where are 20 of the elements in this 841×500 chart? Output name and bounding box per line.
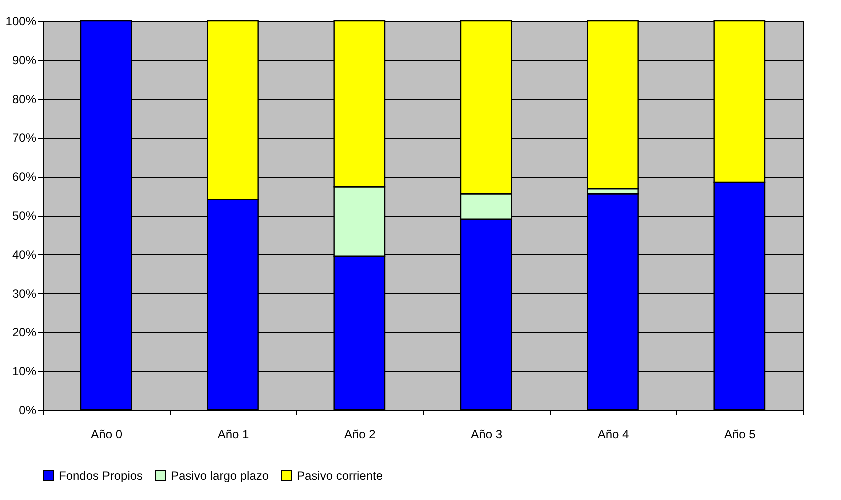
y-tick-label: 60% (12, 170, 37, 184)
legend-label: Pasivo largo plazo (171, 469, 270, 483)
x-tick-label: Año 3 (471, 428, 503, 442)
y-tick-label: 20% (12, 326, 37, 340)
x-tick-label: Año 4 (598, 428, 630, 442)
y-tick-label: 0% (19, 404, 37, 418)
x-tick-label: Año 2 (344, 428, 376, 442)
y-tick-label: 30% (12, 286, 37, 301)
x-tick-label: Año 5 (724, 428, 756, 442)
x-tick-label: Año 1 (218, 428, 250, 442)
y-tick-label: 100% (6, 14, 37, 28)
y-tick-label: 40% (12, 248, 37, 262)
y-tick-label: 80% (12, 92, 37, 106)
y-tick-label: 70% (12, 131, 37, 146)
y-tick-label: 10% (12, 364, 37, 379)
y-tick-label: 50% (12, 209, 37, 223)
y-tick-label: 90% (12, 53, 37, 68)
legend-label: Fondos Propios (59, 469, 144, 483)
legend-label: Pasivo corriente (297, 469, 384, 483)
x-tick-label: Año 0 (91, 428, 123, 442)
